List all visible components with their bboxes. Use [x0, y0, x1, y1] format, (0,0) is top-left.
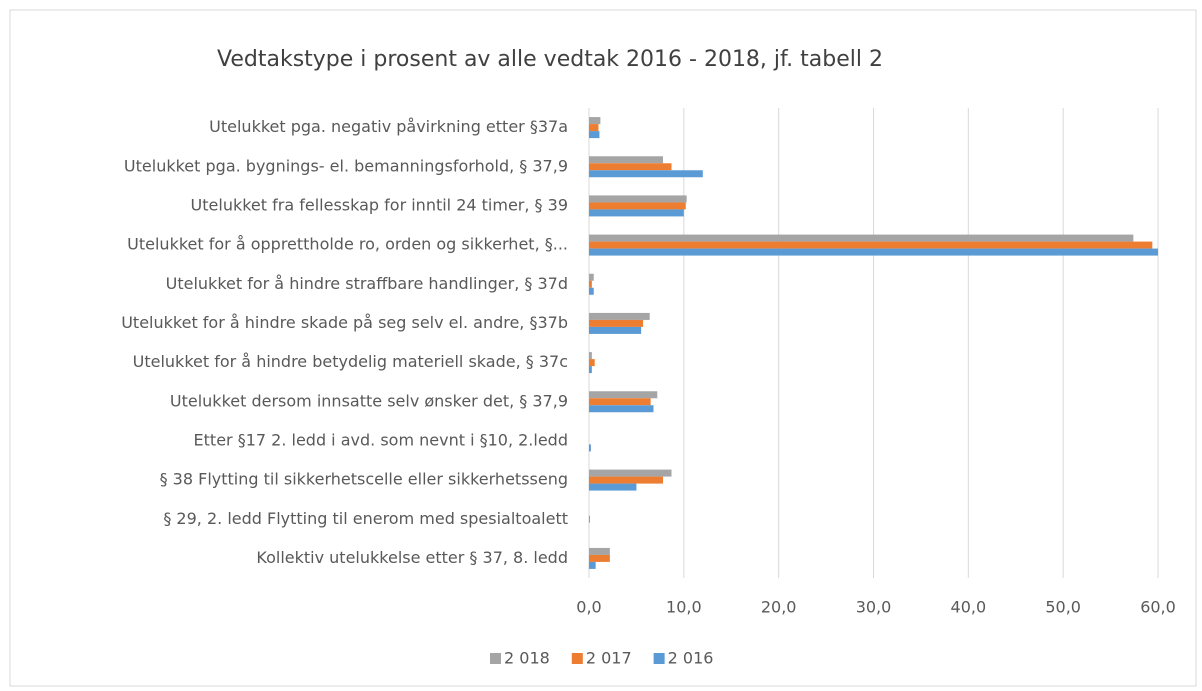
y-tick-label: § 38 Flytting til sikkerhetscelle eller …: [160, 470, 568, 489]
bar: [589, 248, 1158, 256]
y-tick-label: Utelukket pga. bygnings- el. bemanningsf…: [124, 156, 568, 175]
x-tick-label: 40,0: [951, 598, 987, 617]
bar: [589, 352, 592, 360]
bar: [589, 195, 687, 203]
legend-swatch: [653, 653, 665, 664]
bar: [589, 561, 596, 569]
x-tick-label: 60,0: [1140, 598, 1176, 617]
x-tick-label: 20,0: [761, 598, 797, 617]
y-tick-label: Utelukket for å hindre betydelig materie…: [133, 352, 568, 371]
y-tick-label: Utelukket fra fellesskap for inntil 24 t…: [191, 195, 568, 214]
legend-swatch: [490, 653, 501, 664]
bar: [589, 202, 686, 210]
legend-label: 2 018: [504, 649, 550, 668]
bar: [589, 326, 642, 334]
bar: [589, 234, 1134, 242]
bar: [589, 359, 595, 367]
y-tick-label: Etter §17 2. ledd i avd. som nevnt i §10…: [194, 430, 568, 449]
bar: [589, 483, 637, 491]
bar: [589, 241, 1153, 249]
y-tick-label: Utelukket for å hindre straffbare handli…: [166, 274, 568, 293]
bar: [589, 209, 684, 217]
bar: [589, 156, 663, 164]
legend-label: 2 016: [668, 649, 714, 668]
bar: [589, 398, 651, 406]
chart-title: Vedtakstype i prosent av alle vedtak 201…: [217, 47, 883, 72]
x-tick-label: 0,0: [576, 598, 601, 617]
y-tick-label: Utelukket pga. negativ påvirkning etter …: [209, 117, 568, 136]
bar: [589, 131, 600, 139]
y-tick-label: Utelukket for å opprettholde ro, orden o…: [127, 235, 568, 254]
bar: [589, 287, 594, 295]
bar: [589, 469, 672, 477]
x-tick-label: 10,0: [666, 598, 702, 617]
bar: [589, 405, 654, 413]
y-tick-label: Utelukket dersom innsatte selv ønsker de…: [170, 391, 568, 410]
bar: [589, 163, 672, 171]
x-tick-label: 50,0: [1045, 598, 1081, 617]
bar: [589, 515, 590, 523]
y-tick-label: § 29, 2. ledd Flytting til enerom med sp…: [163, 509, 568, 528]
bar: [589, 366, 592, 374]
bar: [589, 117, 601, 125]
x-tick-label: 30,0: [856, 598, 892, 617]
bar: [589, 170, 703, 178]
bar: [589, 273, 594, 281]
bar: [589, 444, 591, 452]
bar: [589, 391, 658, 399]
bar: [589, 547, 610, 555]
legend-label: 2 017: [586, 649, 632, 668]
y-tick-label: Utelukket for å hindre skade på seg selv…: [121, 313, 568, 332]
bar: [589, 319, 644, 327]
bar: [589, 280, 592, 288]
bar: [589, 476, 663, 484]
y-tick-label: Kollektiv utelukkelse etter § 37, 8. led…: [256, 548, 568, 567]
legend-swatch: [571, 653, 583, 664]
bar: [589, 124, 599, 132]
bar: [589, 554, 610, 562]
chart-border: [9, 9, 1197, 687]
bar: [589, 312, 650, 320]
